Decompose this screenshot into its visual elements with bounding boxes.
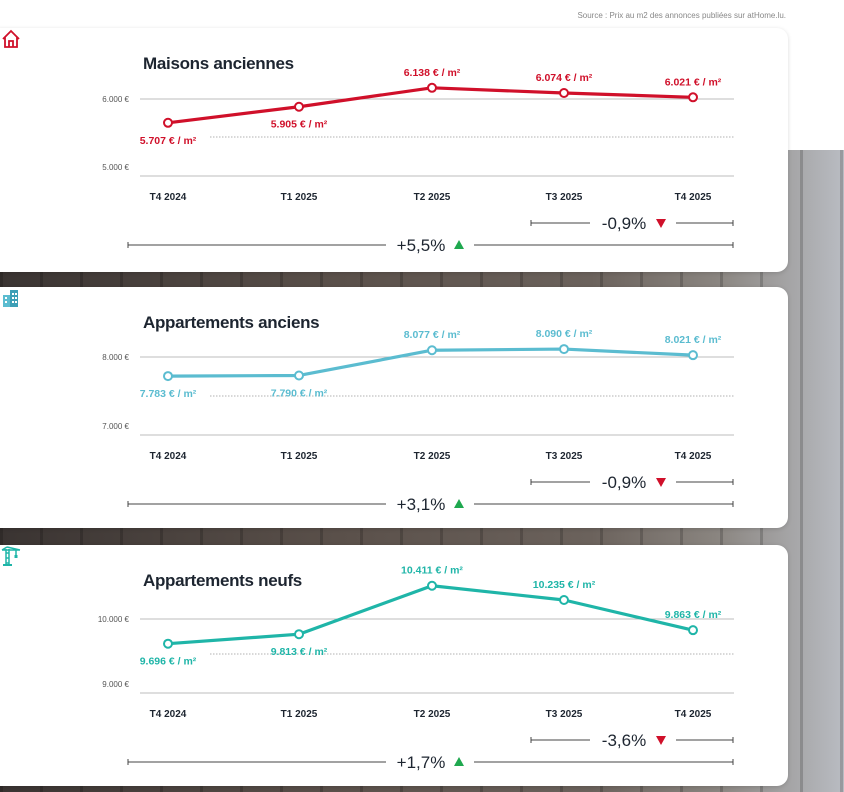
- x-tick-label: T4 2025: [675, 709, 712, 720]
- quarter-change: -3,6%: [602, 731, 646, 750]
- data-point: [294, 101, 304, 112]
- data-label: 6.021 € / m²: [665, 76, 722, 88]
- y-tick-label: 6.000 €: [102, 95, 129, 104]
- y-tick-label: 5.000 €: [102, 163, 129, 172]
- data-point: [427, 345, 437, 356]
- year-change: +5,5%: [397, 236, 446, 255]
- x-tick-label: T4 2024: [150, 451, 187, 462]
- quarter-change: -0,9%: [602, 473, 646, 492]
- triangle-down-icon: [656, 736, 666, 745]
- data-label: 8.090 € / m²: [536, 328, 593, 340]
- quarter-change: -0,9%: [602, 214, 646, 233]
- data-point: [163, 638, 173, 649]
- data-point: [294, 370, 304, 381]
- x-tick-label: T3 2025: [546, 709, 583, 720]
- x-tick-label: T2 2025: [414, 451, 451, 462]
- y-tick-label: 10.000 €: [98, 615, 130, 624]
- triangle-up-icon: [454, 499, 464, 508]
- data-point: [294, 629, 304, 640]
- data-label: 8.021 € / m²: [665, 334, 722, 346]
- data-point: [163, 117, 173, 128]
- chart-card-maisons-anciennes: Maisons anciennes 6.000 € 5.000 € 5.707 € …: [0, 28, 788, 272]
- year-change: +1,7%: [397, 753, 446, 772]
- data-point: [688, 92, 698, 103]
- data-point: [688, 350, 698, 361]
- data-point: [559, 344, 569, 355]
- x-tick-label: T4 2024: [150, 192, 187, 203]
- triangle-down-icon: [656, 219, 666, 228]
- data-label: 5.905 € / m²: [271, 119, 328, 131]
- x-tick-label: T4 2025: [675, 451, 712, 462]
- data-point: [559, 595, 569, 605]
- data-label: 9.813 € / m²: [271, 646, 328, 658]
- data-point: [163, 371, 173, 382]
- chart-title: Maisons anciennes: [143, 54, 294, 73]
- x-tick-label: T1 2025: [281, 451, 318, 462]
- triangle-up-icon: [454, 757, 464, 766]
- apartment-building-icon: [3, 290, 18, 307]
- y-tick-label: 9.000 €: [102, 680, 129, 689]
- x-tick-label: T3 2025: [546, 451, 583, 462]
- source-note: Source : Prix au m2 des annonces publiée…: [577, 11, 786, 20]
- data-label: 10.411 € / m²: [401, 565, 463, 577]
- data-label: 10.235 € / m²: [533, 579, 596, 591]
- x-tick-label: T4 2025: [675, 192, 712, 203]
- chart-title: Appartements anciens: [143, 313, 320, 332]
- data-label: 7.790 € / m²: [271, 387, 328, 399]
- data-label: 6.138 € / m²: [404, 67, 461, 79]
- data-point: [688, 625, 698, 636]
- chart-title: Appartements neufs: [143, 571, 302, 590]
- x-tick-label: T4 2024: [150, 709, 187, 720]
- x-tick-label: T3 2025: [546, 192, 583, 203]
- triangle-down-icon: [656, 478, 666, 487]
- x-tick-label: T1 2025: [281, 709, 318, 720]
- x-tick-label: T2 2025: [414, 192, 451, 203]
- data-point: [427, 580, 437, 591]
- line-chart: 6.000 € 5.000 € 5.707 € / m² T4 2024 5.905 €…: [102, 67, 734, 255]
- line-chart: 8.000 € 7.000 € 7.783 € / m² T4 2024 7.790 €…: [102, 328, 734, 514]
- data-label: 8.077 € / m²: [404, 329, 461, 341]
- series-line: [167, 86, 694, 125]
- x-tick-label: T2 2025: [414, 709, 451, 720]
- data-label: 7.783 € / m²: [140, 388, 197, 400]
- year-change: +3,1%: [397, 495, 446, 514]
- y-tick-label: 8.000 €: [102, 353, 129, 362]
- crane-icon: [1, 546, 21, 566]
- chart-card-appartements-anciens: Appartements anciens 8.000 € 7.000 € 7.783…: [0, 287, 788, 528]
- line-chart: 10.000 € 9.000 € 9.696 € / m² T4 2024 9.813 …: [98, 565, 734, 772]
- x-tick-label: T1 2025: [281, 192, 318, 203]
- data-point: [427, 82, 437, 93]
- data-label: 9.863 € / m²: [665, 609, 722, 621]
- y-tick-label: 7.000 €: [102, 422, 129, 431]
- data-label: 6.074 € / m²: [536, 72, 593, 84]
- chart-card-appartements-neufs: Appartements neufs 10.000 € 9.000 € 9.696 …: [0, 545, 788, 786]
- data-point: [559, 88, 569, 99]
- data-label: 5.707 € / m²: [140, 135, 197, 147]
- series-line: [167, 584, 694, 646]
- data-label: 9.696 € / m²: [140, 656, 197, 668]
- house-icon: [2, 29, 20, 48]
- triangle-up-icon: [454, 240, 464, 249]
